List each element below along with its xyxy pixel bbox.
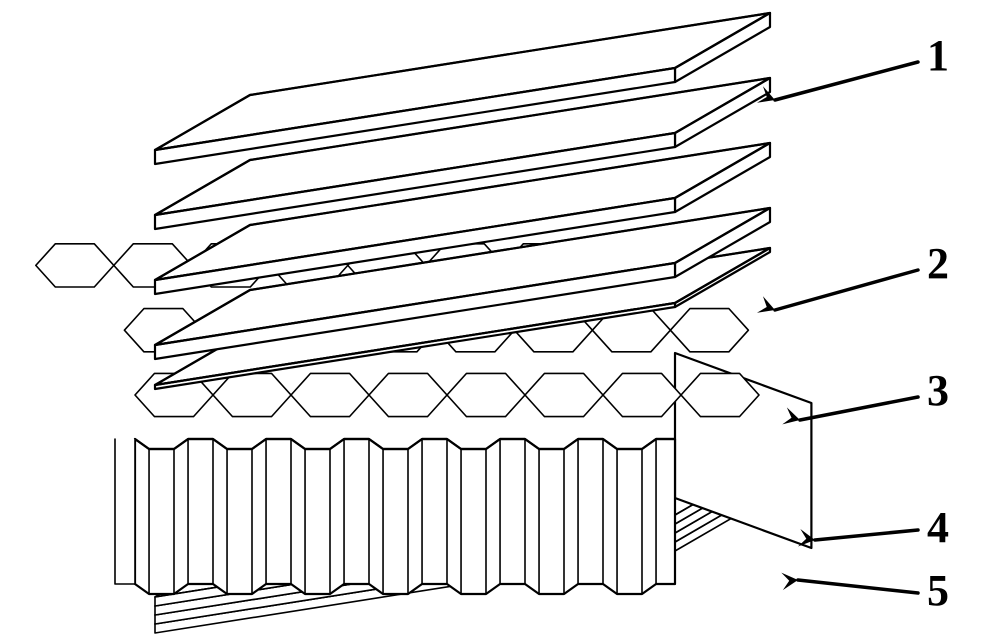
label-3: 3 — [927, 365, 949, 416]
label-4: 4 — [927, 502, 949, 553]
label-2: 2 — [927, 238, 949, 289]
sandwich-panel-diagram — [0, 0, 1000, 637]
label-5: 5 — [927, 565, 949, 616]
label-1: 1 — [927, 30, 949, 81]
